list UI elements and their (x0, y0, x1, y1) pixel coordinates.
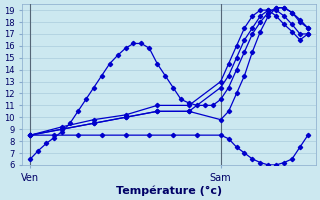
X-axis label: Température (°c): Température (°c) (116, 185, 222, 196)
